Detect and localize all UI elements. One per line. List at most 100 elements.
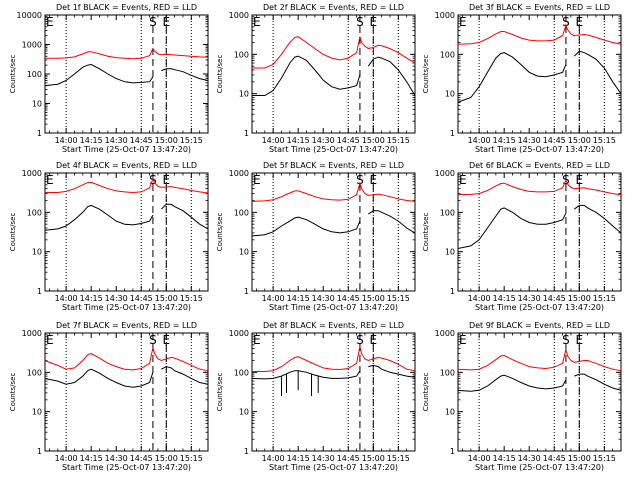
lld-series-line (45, 177, 208, 194)
y-tick-label: 1000 (229, 329, 249, 338)
x-tick-label: 14:45 (130, 454, 153, 463)
y-tick-label: 1000 (22, 329, 42, 338)
chart-title: Det 5f BLACK = Events, RED = LLD (263, 161, 404, 170)
chart-title: Det 6f BLACK = Events, RED = LLD (469, 161, 610, 170)
x-tick-label: 15:00 (568, 136, 591, 145)
x-tick-label: 15:00 (155, 454, 178, 463)
left-edge-marker-label: E (46, 333, 54, 347)
lld-series-line (45, 347, 208, 372)
plot-frame (44, 172, 209, 292)
x-tick-label: 14:45 (337, 294, 360, 303)
lld-series-line (458, 23, 621, 45)
x-tick-label: 14:30 (518, 136, 541, 145)
x-tick-label: 15:00 (155, 136, 178, 145)
plot-frame (251, 14, 416, 134)
x-tick-label: 15:15 (593, 454, 616, 463)
x-axis-label: Start Time (25-Oct-07 13:47:20) (269, 145, 398, 154)
x-tick-label: 14:15 (80, 136, 103, 145)
plot-frame (251, 332, 416, 452)
y-tick-label: 10000 (17, 11, 42, 20)
x-tick-label: 14:15 (493, 136, 516, 145)
y-tick-label: 1000 (435, 11, 455, 20)
y-tick-label: 10 (239, 90, 249, 99)
y-tick-label: 1 (244, 287, 249, 296)
left-edge-marker-label: E (46, 15, 54, 29)
chart-panel-7: Det 7f BLACK = Events, RED = LLD 1 10 100 10… (9, 321, 209, 472)
y-tick-label: 1 (244, 129, 249, 138)
x-tick-label: 14:00 (55, 136, 78, 145)
end-marker-label: E (162, 333, 170, 347)
x-tick-label: 14:00 (262, 294, 285, 303)
lld-series-line (45, 47, 208, 60)
y-tick-label: 10 (32, 100, 42, 109)
left-edge-marker-label: E (459, 173, 467, 187)
events-series-line (45, 203, 208, 231)
y-axis-label: Counts/sec (422, 213, 430, 252)
plot-frame (44, 332, 209, 452)
plot-frame (457, 14, 622, 134)
chart-panel-3: Det 3f BLACK = Events, RED = LLD 1 10 100 10… (422, 3, 622, 154)
events-series-line (458, 204, 621, 249)
x-tick-label: 15:15 (387, 454, 410, 463)
end-marker-label: E (162, 173, 170, 187)
x-axis-label: Start Time (25-Oct-07 13:47:20) (475, 145, 604, 154)
start-marker-label: S (356, 173, 364, 187)
chart-panel-9: Det 9f BLACK = Events, RED = LLD 1 10 100 10… (422, 321, 622, 472)
end-marker-label: E (575, 15, 583, 29)
y-tick-label: 1 (37, 447, 42, 456)
x-tick-label: 14:45 (543, 136, 566, 145)
events-series-line (45, 366, 208, 388)
y-tick-label: 1 (450, 287, 455, 296)
x-tick-label: 15:00 (568, 294, 591, 303)
x-tick-label: 14:30 (105, 136, 128, 145)
x-tick-label: 15:00 (362, 454, 385, 463)
x-tick-label: 14:45 (337, 454, 360, 463)
x-axis-label: Start Time (25-Oct-07 13:47:20) (475, 463, 604, 472)
x-tick-label: 14:00 (468, 294, 491, 303)
y-axis-label: Counts/sec (9, 55, 17, 94)
x-tick-label: 14:00 (468, 454, 491, 463)
y-tick-label: 1 (37, 129, 42, 138)
chart-title: Det 3f BLACK = Events, RED = LLD (469, 3, 610, 12)
y-tick-label: 100 (440, 208, 455, 217)
left-edge-marker-label: E (459, 15, 467, 29)
left-edge-marker-label: E (253, 173, 261, 187)
chart-title: Det 7f BLACK = Events, RED = LLD (56, 321, 197, 330)
y-tick-label: 1000 (22, 41, 42, 50)
plot-frame (251, 172, 416, 292)
end-marker-label: E (575, 173, 583, 187)
y-tick-label: 1 (244, 447, 249, 456)
y-tick-label: 1000 (435, 169, 455, 178)
y-tick-label: 100 (27, 368, 42, 377)
x-tick-label: 14:00 (55, 294, 78, 303)
x-tick-label: 14:00 (468, 136, 491, 145)
x-tick-label: 14:30 (312, 294, 335, 303)
y-axis-label: Counts/sec (9, 213, 17, 252)
x-tick-label: 14:15 (287, 294, 310, 303)
chart-panel-1: Det 1f BLACK = Events, RED = LLD 1 10 100 10… (9, 3, 209, 154)
x-tick-label: 14:30 (105, 454, 128, 463)
y-tick-label: 10 (32, 408, 42, 417)
events-series-line (252, 364, 415, 380)
chart-title: Det 4f BLACK = Events, RED = LLD (56, 161, 197, 170)
y-tick-label: 1 (450, 129, 455, 138)
x-axis-label: Start Time (25-Oct-07 13:47:20) (62, 303, 191, 312)
y-tick-label: 100 (234, 368, 249, 377)
chart-panel-5: Det 5f BLACK = Events, RED = LLD 1 10 100 10… (216, 161, 416, 312)
x-tick-label: 15:15 (593, 136, 616, 145)
y-tick-label: 1000 (435, 329, 455, 338)
chart-title: Det 9f BLACK = Events, RED = LLD (469, 321, 610, 330)
x-tick-label: 14:00 (262, 136, 285, 145)
x-tick-label: 14:15 (287, 454, 310, 463)
y-tick-label: 10 (445, 248, 455, 257)
x-tick-label: 14:45 (130, 136, 153, 145)
y-tick-label: 100 (440, 50, 455, 59)
end-marker-label: E (575, 333, 583, 347)
start-marker-label: S (149, 333, 157, 347)
x-tick-label: 15:00 (362, 294, 385, 303)
plot-frame (457, 172, 622, 292)
x-tick-label: 14:45 (543, 294, 566, 303)
start-marker-label: S (149, 15, 157, 29)
y-axis-label: Counts/sec (216, 373, 224, 412)
